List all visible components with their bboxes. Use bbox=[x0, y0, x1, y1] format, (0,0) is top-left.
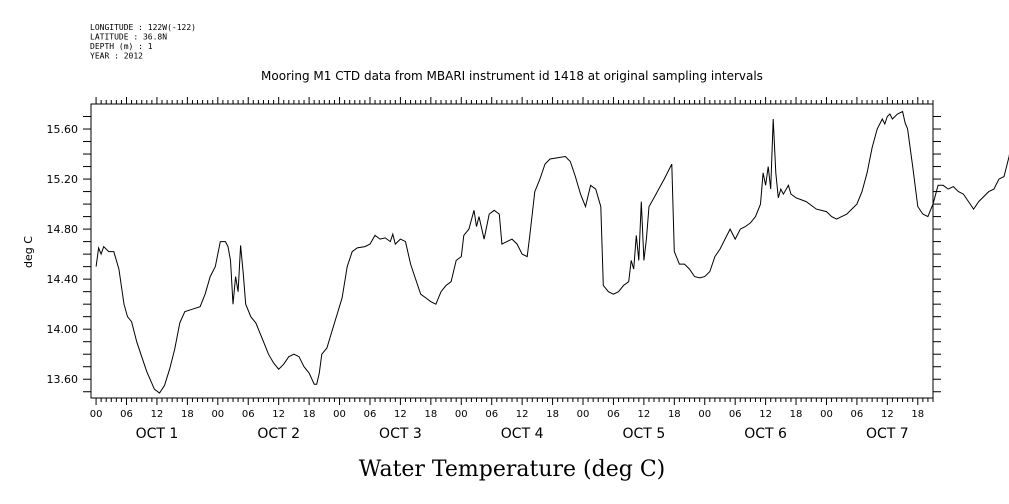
x-day-label: OCT 6 bbox=[744, 426, 787, 442]
x-hour-label: 06 bbox=[242, 409, 255, 420]
x-hour-label: 12 bbox=[759, 409, 772, 420]
x-hour-label: 12 bbox=[881, 409, 894, 420]
x-hour-label: 18 bbox=[546, 409, 559, 420]
x-hour-label: 18 bbox=[303, 409, 316, 420]
minor-tick-marks bbox=[95, 97, 934, 405]
x-hour-label: 06 bbox=[851, 409, 864, 420]
metadata-line: LONGITUDE : 122W(-122) bbox=[90, 23, 196, 32]
series-line bbox=[95, 110, 1009, 394]
x-hour-label: 00 bbox=[577, 409, 590, 420]
x-hour-label: 12 bbox=[394, 409, 407, 420]
x-hour-label: 00 bbox=[820, 409, 833, 420]
x-day-label: OCT 4 bbox=[501, 426, 544, 442]
x-hour-label: 12 bbox=[272, 409, 285, 420]
x-hour-label: 18 bbox=[424, 409, 437, 420]
x-hour-label: 06 bbox=[485, 409, 498, 420]
x-day-label: OCT 7 bbox=[866, 426, 909, 442]
x-axis-title: Water Temperature (deg C) bbox=[359, 457, 666, 482]
plot-frame bbox=[90, 103, 934, 399]
metadata-line: LATITUDE : 36.8N bbox=[90, 33, 167, 42]
x-hour-label: 18 bbox=[911, 409, 924, 420]
x-hour-label: 18 bbox=[181, 409, 194, 420]
metadata-line: YEAR : 2012 bbox=[90, 52, 143, 61]
y-tick-label: 14.00 bbox=[47, 323, 79, 336]
x-day-label: OCT 2 bbox=[257, 426, 300, 442]
y-tick-label: 14.40 bbox=[47, 273, 79, 286]
y-axis: 13.60 14.00 14.40 14.80 15.20 15.60 bbox=[47, 116, 941, 393]
x-day-label: OCT 5 bbox=[623, 426, 666, 442]
x-day-label: OCT 3 bbox=[379, 426, 422, 442]
x-hour-label: 00 bbox=[90, 409, 103, 420]
x-hour-label: 12 bbox=[516, 409, 529, 420]
x-hour-label: 06 bbox=[729, 409, 742, 420]
x-hour-label: 00 bbox=[455, 409, 468, 420]
x-hour-label: 00 bbox=[333, 409, 346, 420]
x-hour-label: 18 bbox=[668, 409, 681, 420]
chart-title: Mooring M1 CTD data from MBARI instrumen… bbox=[261, 69, 763, 83]
x-hour-label: 12 bbox=[638, 409, 651, 420]
x-hour-label: 18 bbox=[790, 409, 803, 420]
y-tick-label: 14.80 bbox=[47, 223, 79, 236]
y-tick-label: 15.60 bbox=[47, 123, 79, 136]
x-day-label: OCT 1 bbox=[136, 426, 179, 442]
x-hour-label: 06 bbox=[364, 409, 377, 420]
x-hour-label: 12 bbox=[151, 409, 164, 420]
metadata-block: LONGITUDE : 122W(-122)LATITUDE : 36.8NDE… bbox=[90, 23, 196, 61]
x-hour-label: 06 bbox=[120, 409, 133, 420]
x-hour-label: 06 bbox=[607, 409, 620, 420]
y-tick-label: 15.20 bbox=[47, 173, 79, 186]
x-hour-label: 00 bbox=[211, 409, 224, 420]
y-axis-label: deg C bbox=[22, 236, 35, 268]
y-tick-label: 13.60 bbox=[47, 373, 79, 386]
metadata-line: DEPTH (m) : 1 bbox=[90, 42, 153, 51]
x-hour-label: 00 bbox=[698, 409, 711, 420]
